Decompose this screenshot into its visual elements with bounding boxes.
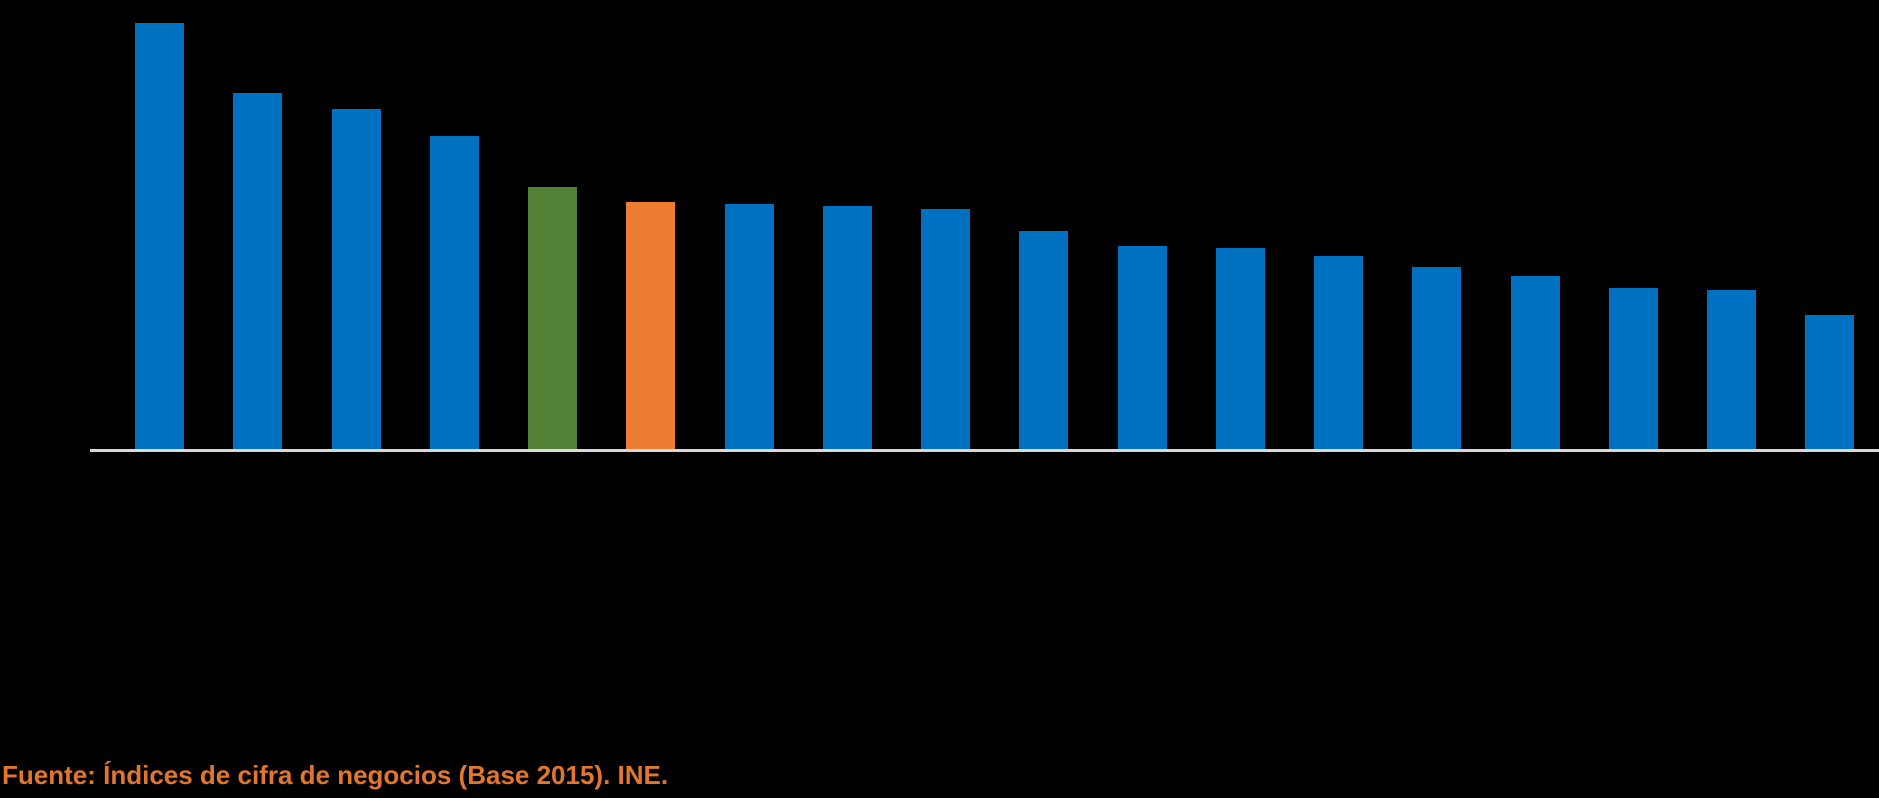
bar (823, 206, 872, 449)
bar (1805, 315, 1854, 449)
bar (1314, 256, 1363, 449)
bar (233, 93, 282, 449)
bar (1707, 290, 1756, 449)
bar (1511, 276, 1560, 449)
x-axis-line (90, 449, 1879, 452)
bar (921, 209, 970, 449)
bar (1019, 231, 1068, 449)
source-caption: Fuente: Índices de cifra de negocios (Ba… (2, 760, 669, 790)
bar (1216, 248, 1265, 449)
bar (1118, 246, 1167, 449)
bar (1412, 267, 1461, 449)
bar (332, 109, 381, 449)
bar (626, 202, 675, 449)
bar (135, 23, 184, 449)
bar (430, 136, 479, 449)
bar (528, 187, 577, 449)
bar (725, 204, 774, 449)
bar (1609, 288, 1658, 449)
